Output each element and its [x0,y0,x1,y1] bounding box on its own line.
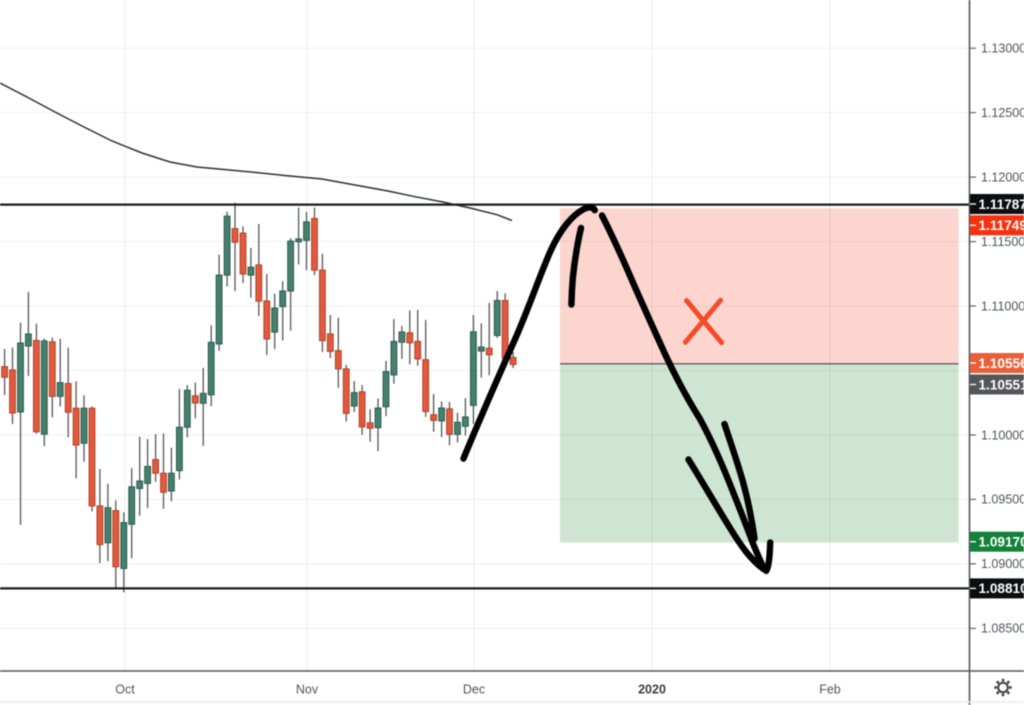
svg-text:1.08810: 1.08810 [979,581,1024,596]
svg-text:Nov: Nov [296,683,319,697]
svg-text:Dec: Dec [463,683,485,697]
svg-text:1.12000: 1.12000 [981,170,1024,184]
svg-text:1.10000: 1.10000 [981,428,1024,442]
svg-text:1.09000: 1.09000 [981,557,1024,571]
svg-text:1.10551: 1.10551 [979,377,1024,392]
svg-text:1.12500: 1.12500 [981,106,1024,120]
svg-text:1.11500: 1.11500 [981,235,1024,249]
svg-text:1.13000: 1.13000 [981,42,1024,56]
svg-text:1.11000: 1.11000 [981,299,1024,313]
svg-text:1.08500: 1.08500 [981,622,1024,636]
svg-text:1.10556: 1.10556 [979,356,1024,371]
svg-text:Oct: Oct [115,683,135,697]
svg-text:1.09170: 1.09170 [979,535,1024,550]
svg-text:1.11787: 1.11787 [979,197,1024,212]
svg-text:1.09500: 1.09500 [981,493,1024,507]
svg-text:Feb: Feb [819,683,841,697]
svg-text:2020: 2020 [638,683,666,697]
svg-text:1.11749: 1.11749 [979,218,1024,233]
